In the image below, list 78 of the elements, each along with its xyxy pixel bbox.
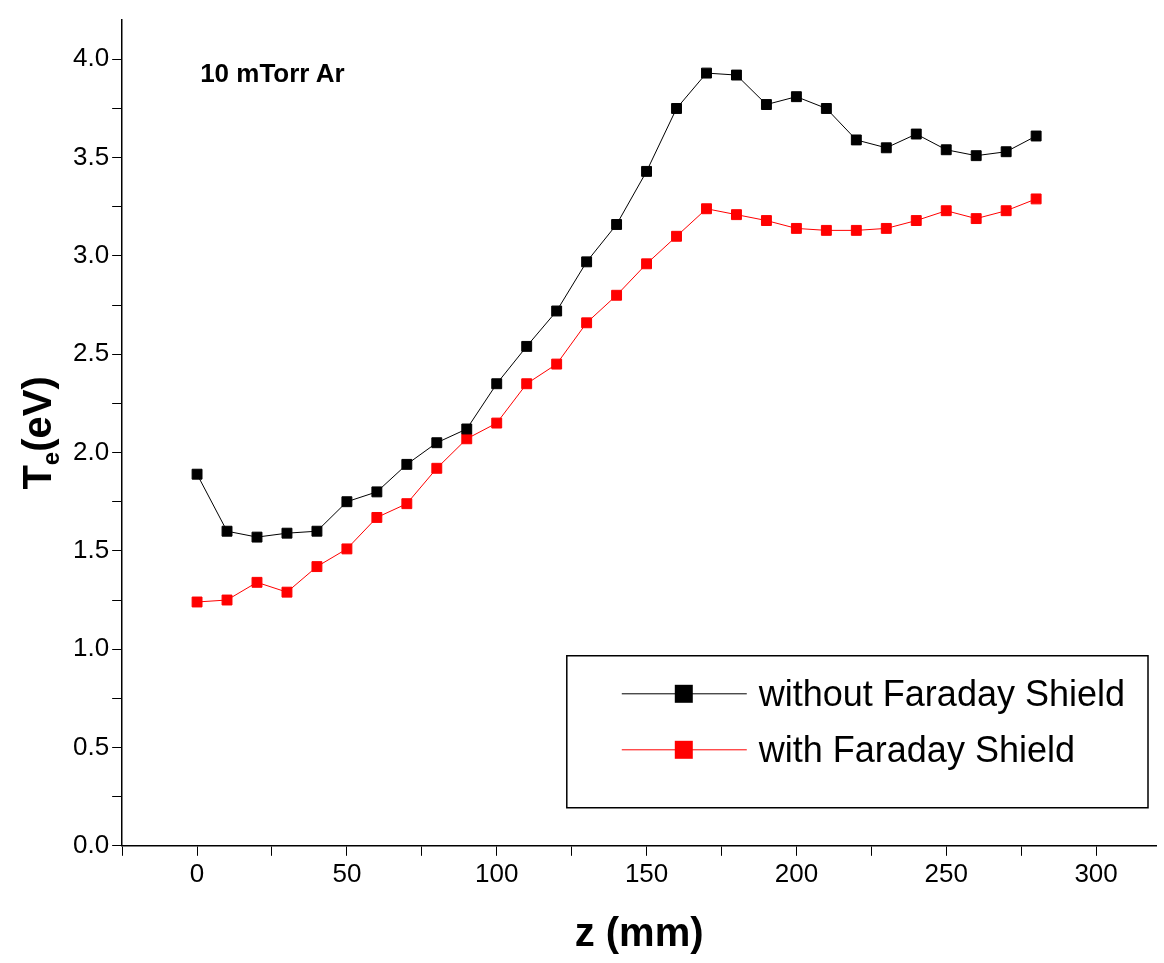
point bbox=[820, 103, 832, 114]
point bbox=[760, 99, 772, 110]
point bbox=[1000, 205, 1012, 217]
point bbox=[1030, 130, 1042, 142]
point bbox=[1030, 193, 1042, 205]
point bbox=[671, 103, 682, 114]
point bbox=[521, 378, 533, 390]
point bbox=[940, 205, 952, 217]
point bbox=[940, 144, 952, 156]
point bbox=[880, 222, 892, 234]
y-axis-title: Te(eV) bbox=[15, 376, 64, 490]
point bbox=[731, 69, 742, 81]
legend-label: without Faraday Shield bbox=[757, 672, 1126, 714]
y-tick-label: 1.5 bbox=[72, 534, 110, 565]
point bbox=[731, 209, 742, 221]
point bbox=[880, 142, 892, 154]
point bbox=[551, 358, 563, 370]
x-tick-label: 50 bbox=[332, 857, 362, 888]
point bbox=[701, 67, 712, 79]
point bbox=[970, 213, 982, 225]
point bbox=[251, 531, 263, 543]
point bbox=[970, 150, 982, 162]
point bbox=[551, 305, 563, 317]
point bbox=[671, 230, 682, 242]
point bbox=[491, 417, 503, 429]
point bbox=[461, 423, 473, 435]
x-tick-label: 100 bbox=[475, 857, 519, 888]
point bbox=[311, 525, 323, 537]
point bbox=[611, 289, 623, 301]
point bbox=[790, 222, 802, 234]
point bbox=[281, 527, 293, 539]
point bbox=[311, 561, 323, 573]
y-tick-label: 0.0 bbox=[72, 828, 110, 859]
point bbox=[701, 203, 712, 215]
point bbox=[850, 224, 862, 236]
point bbox=[371, 512, 383, 523]
y-tick-label: 2.0 bbox=[72, 435, 110, 466]
point bbox=[521, 340, 533, 352]
point bbox=[401, 498, 413, 510]
point bbox=[431, 462, 443, 474]
point bbox=[401, 458, 413, 470]
point bbox=[281, 586, 293, 598]
point bbox=[1000, 146, 1012, 158]
point bbox=[221, 525, 233, 537]
point bbox=[371, 486, 383, 498]
legend-label: with Faraday Shield bbox=[757, 728, 1075, 770]
x-tick-label: 300 bbox=[1074, 857, 1118, 888]
point bbox=[910, 128, 922, 140]
point bbox=[910, 215, 922, 226]
x-tick-label: 200 bbox=[774, 857, 819, 888]
annotation: 10 mTorr Ar bbox=[200, 58, 345, 89]
point bbox=[790, 91, 802, 103]
point bbox=[581, 317, 593, 329]
point bbox=[850, 134, 862, 146]
y-tick-label: 4.0 bbox=[72, 42, 110, 73]
point bbox=[431, 437, 443, 449]
point bbox=[581, 256, 593, 268]
x-tick-label: 150 bbox=[624, 857, 669, 888]
y-tick-label: 2.5 bbox=[72, 337, 110, 368]
point bbox=[641, 258, 653, 270]
point bbox=[760, 215, 772, 226]
point bbox=[641, 165, 653, 177]
point bbox=[191, 468, 203, 480]
point bbox=[251, 576, 263, 588]
y-tick-label: 3.5 bbox=[72, 140, 110, 171]
y-tick-label: 1.0 bbox=[72, 632, 110, 663]
y-tick-label: 0.5 bbox=[72, 730, 110, 761]
x-tick-label: 250 bbox=[924, 857, 968, 888]
y-tick-label: 3.0 bbox=[72, 239, 110, 270]
x-tick-label: 0 bbox=[189, 857, 205, 888]
point bbox=[820, 224, 832, 236]
x-axis-title: z (mm) bbox=[574, 910, 704, 955]
point bbox=[341, 496, 353, 508]
point bbox=[341, 543, 353, 555]
point bbox=[611, 219, 623, 230]
point bbox=[491, 378, 503, 390]
point bbox=[221, 594, 233, 606]
point bbox=[191, 596, 203, 608]
